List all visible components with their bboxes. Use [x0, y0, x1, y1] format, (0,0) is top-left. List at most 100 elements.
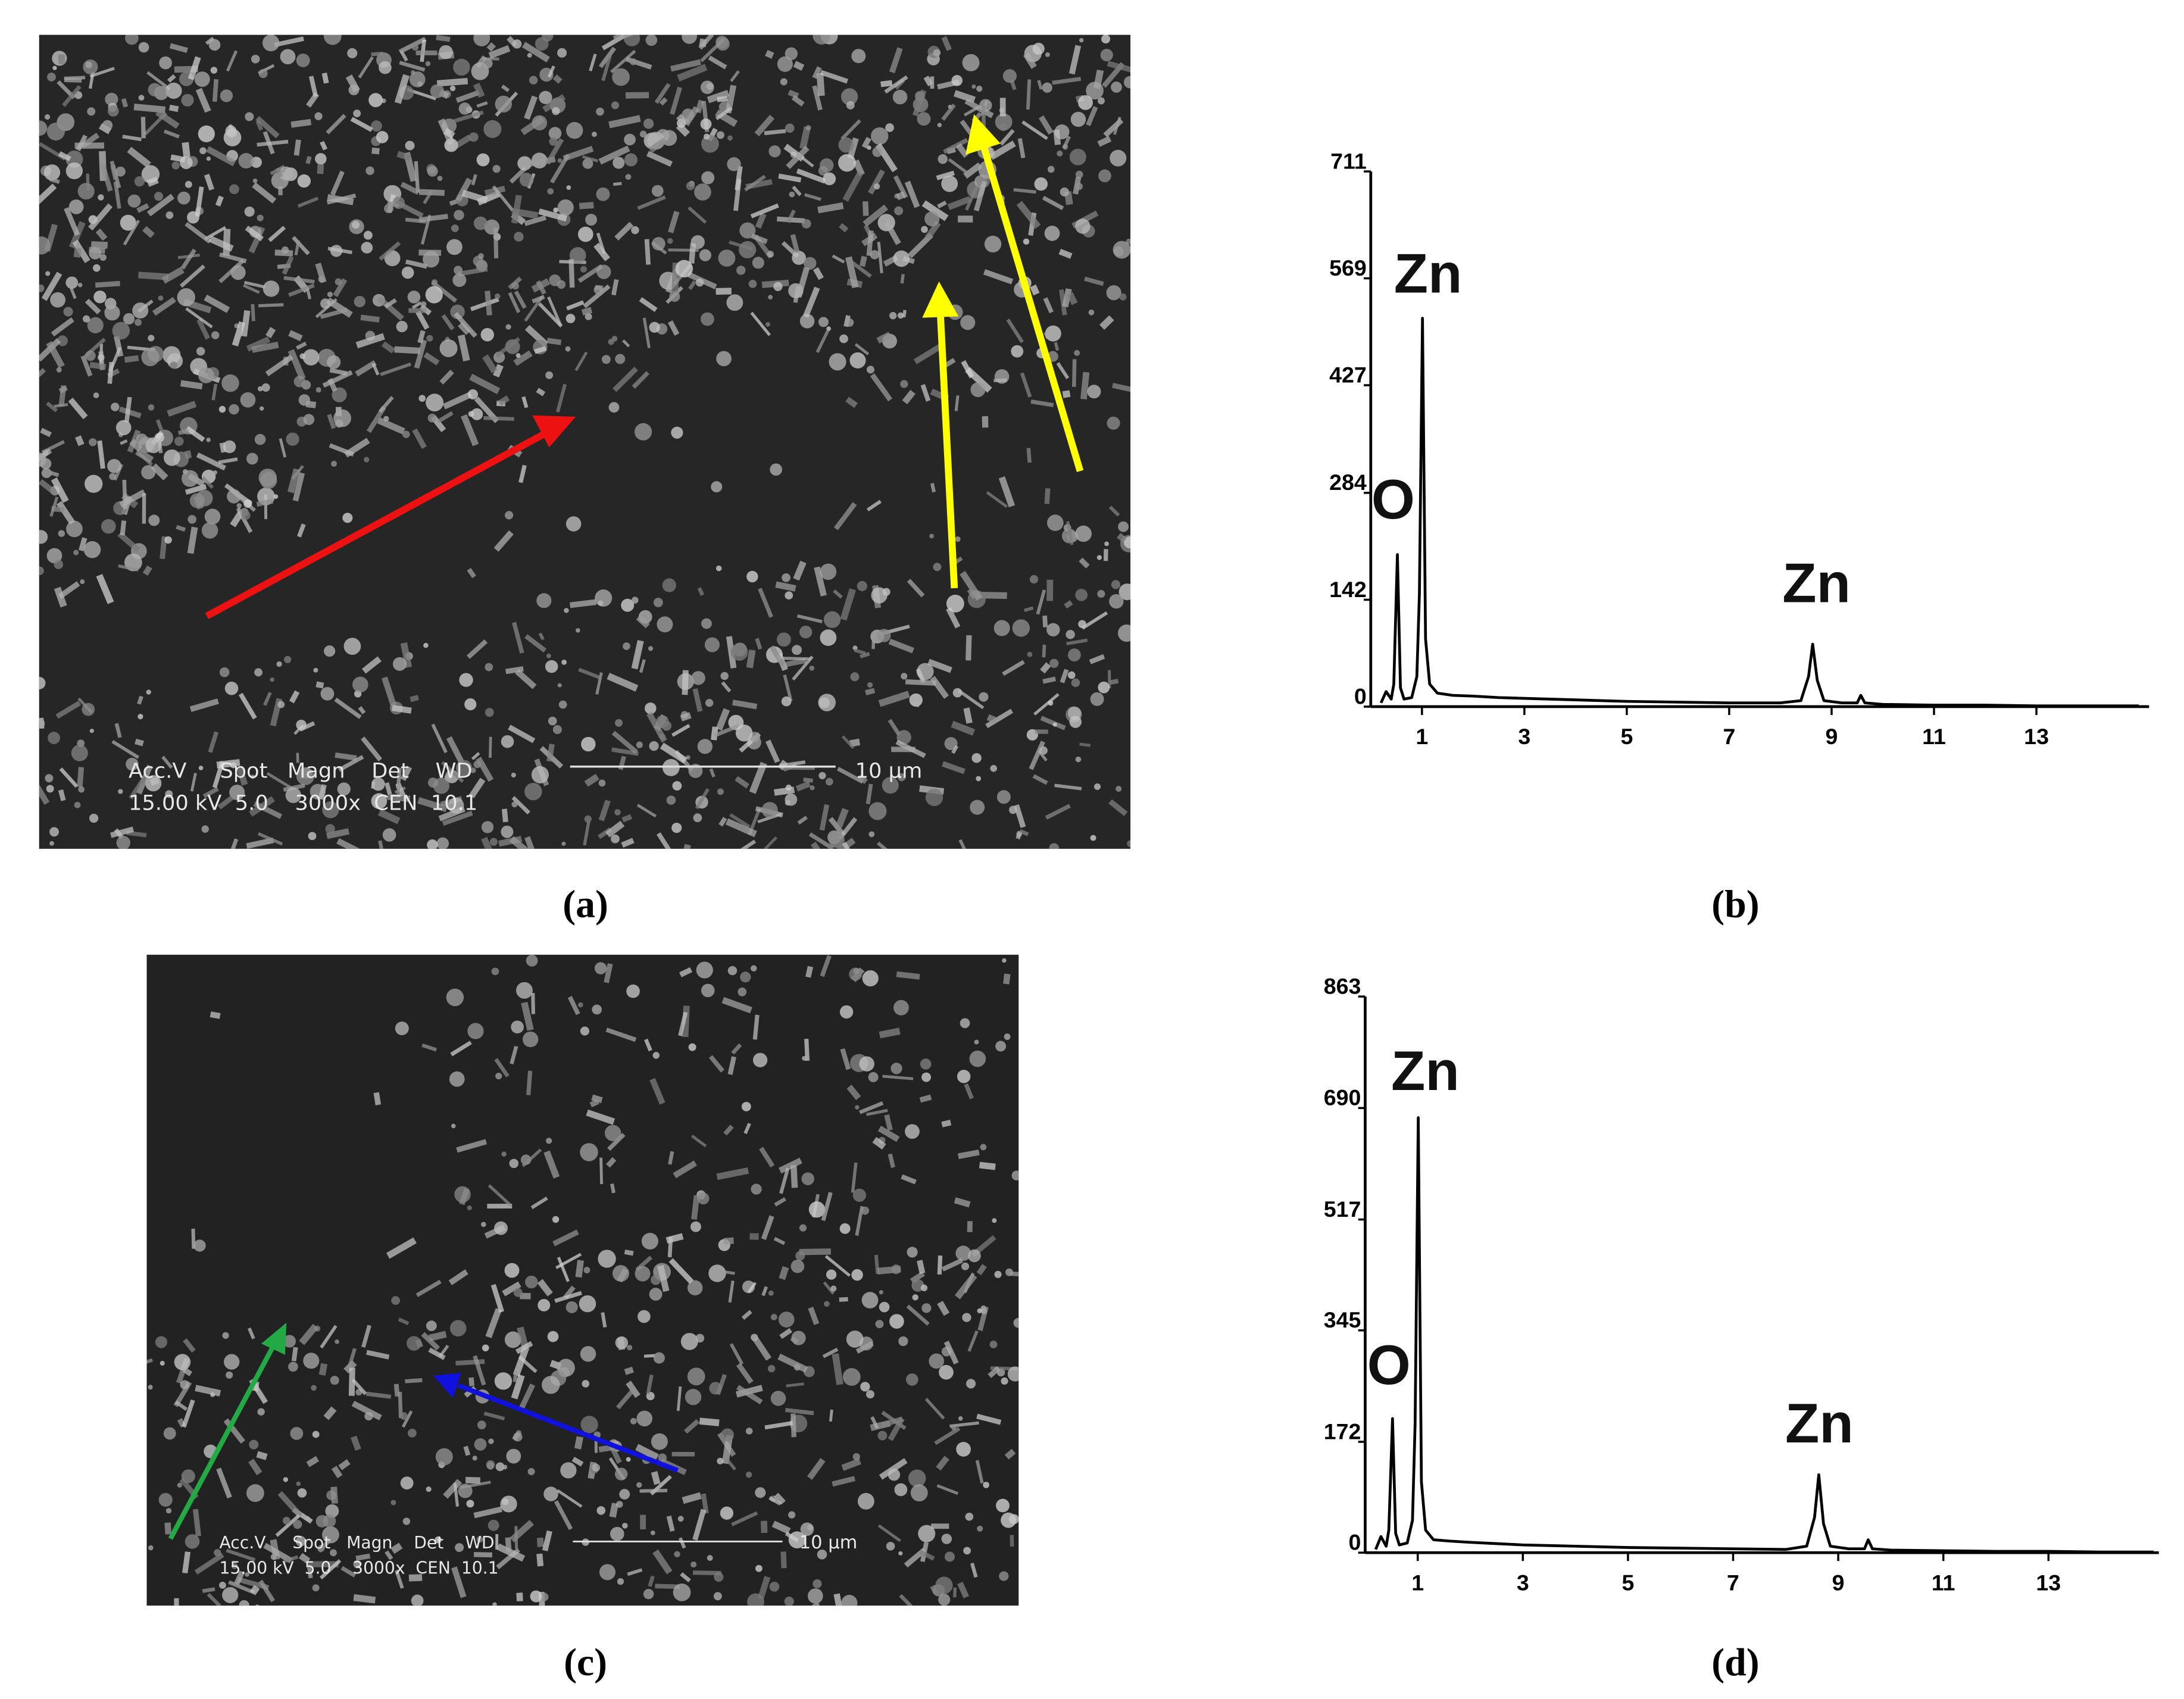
particle: [183, 1338, 196, 1353]
particle: [222, 1586, 239, 1604]
particle: [868, 802, 887, 820]
particle: [515, 982, 533, 999]
particle: [718, 1269, 735, 1275]
particle: [140, 117, 146, 139]
particle: [788, 1531, 806, 1548]
particle: [472, 1456, 477, 1461]
particle: [611, 730, 638, 754]
particle: [85, 298, 101, 315]
particle: [816, 73, 825, 96]
particle: [857, 774, 868, 784]
particle: [293, 139, 301, 156]
particle: [678, 1011, 688, 1036]
particle: [411, 301, 422, 310]
particle: [783, 674, 793, 702]
particle: [181, 470, 199, 487]
particle: [765, 49, 774, 59]
particle: [390, 1542, 403, 1554]
particle: [228, 1580, 255, 1595]
particle: [179, 264, 205, 288]
particle: [107, 105, 119, 117]
particle: [158, 1492, 173, 1507]
particle: [538, 302, 563, 328]
particle: [1097, 97, 1105, 105]
particle: [1044, 226, 1060, 241]
y-tick-label: 172: [1324, 1419, 1361, 1444]
particle: [678, 1537, 686, 1549]
particle: [725, 818, 757, 838]
particle: [188, 515, 197, 524]
particle: [393, 1383, 400, 1397]
particle: [764, 1420, 793, 1430]
particle: [246, 452, 258, 465]
particle: [809, 666, 815, 671]
particle: [833, 589, 843, 599]
particle: [399, 61, 426, 72]
particle: [324, 645, 336, 657]
particle: [981, 105, 986, 127]
particle: [501, 808, 508, 823]
x-tick-label: 11: [1922, 724, 1946, 749]
particle: [211, 331, 220, 339]
particle: [396, 772, 401, 798]
particle: [218, 1582, 226, 1589]
particle: [123, 220, 140, 246]
particle: [371, 51, 383, 57]
particle: [622, 1522, 628, 1529]
particle: [39, 338, 61, 362]
arrowhead: [966, 114, 1001, 155]
particle: [683, 1419, 700, 1434]
particle: [56, 367, 62, 373]
particle: [879, 1301, 890, 1313]
particle: [692, 688, 703, 712]
peak-label: O: [1367, 1333, 1411, 1396]
particle: [736, 1385, 763, 1405]
particle: [643, 1354, 655, 1358]
particle: [268, 226, 286, 242]
particle: [169, 43, 188, 53]
particle: [807, 1588, 823, 1604]
particle: [651, 1275, 661, 1285]
particle: [170, 154, 186, 163]
particle: [735, 776, 749, 789]
particle: [455, 177, 473, 202]
particle: [634, 423, 652, 441]
particle: [206, 156, 211, 161]
particle: [83, 541, 101, 558]
particle: [707, 89, 730, 104]
particle: [277, 1491, 303, 1518]
particle: [531, 993, 535, 1014]
particle: [148, 1545, 154, 1551]
particle: [852, 1188, 866, 1202]
particle: [598, 799, 611, 822]
particle: [317, 164, 324, 174]
particle: [889, 47, 903, 74]
particle: [893, 250, 910, 267]
particle: [506, 1448, 521, 1464]
particle: [691, 1195, 700, 1220]
particle: [818, 772, 826, 780]
particle: [621, 598, 635, 612]
particle: [428, 1347, 446, 1360]
particle: [599, 1157, 604, 1185]
particle: [511, 772, 516, 778]
particle: [68, 199, 84, 214]
particle: [652, 1549, 673, 1575]
particle: [118, 564, 139, 571]
particle: [1036, 589, 1046, 615]
particle: [540, 1592, 549, 1601]
particle: [853, 968, 860, 975]
particle: [241, 510, 251, 520]
particle: [564, 608, 569, 613]
particle: [163, 346, 181, 364]
particle: [701, 618, 712, 629]
particle: [1054, 342, 1060, 351]
particle: [439, 370, 454, 385]
particle: [138, 271, 169, 280]
particle: [467, 1205, 472, 1211]
particle: [483, 1411, 505, 1421]
particle: [745, 1471, 752, 1478]
particle: [907, 579, 925, 598]
particle: [508, 292, 521, 314]
particle: [1101, 35, 1111, 44]
